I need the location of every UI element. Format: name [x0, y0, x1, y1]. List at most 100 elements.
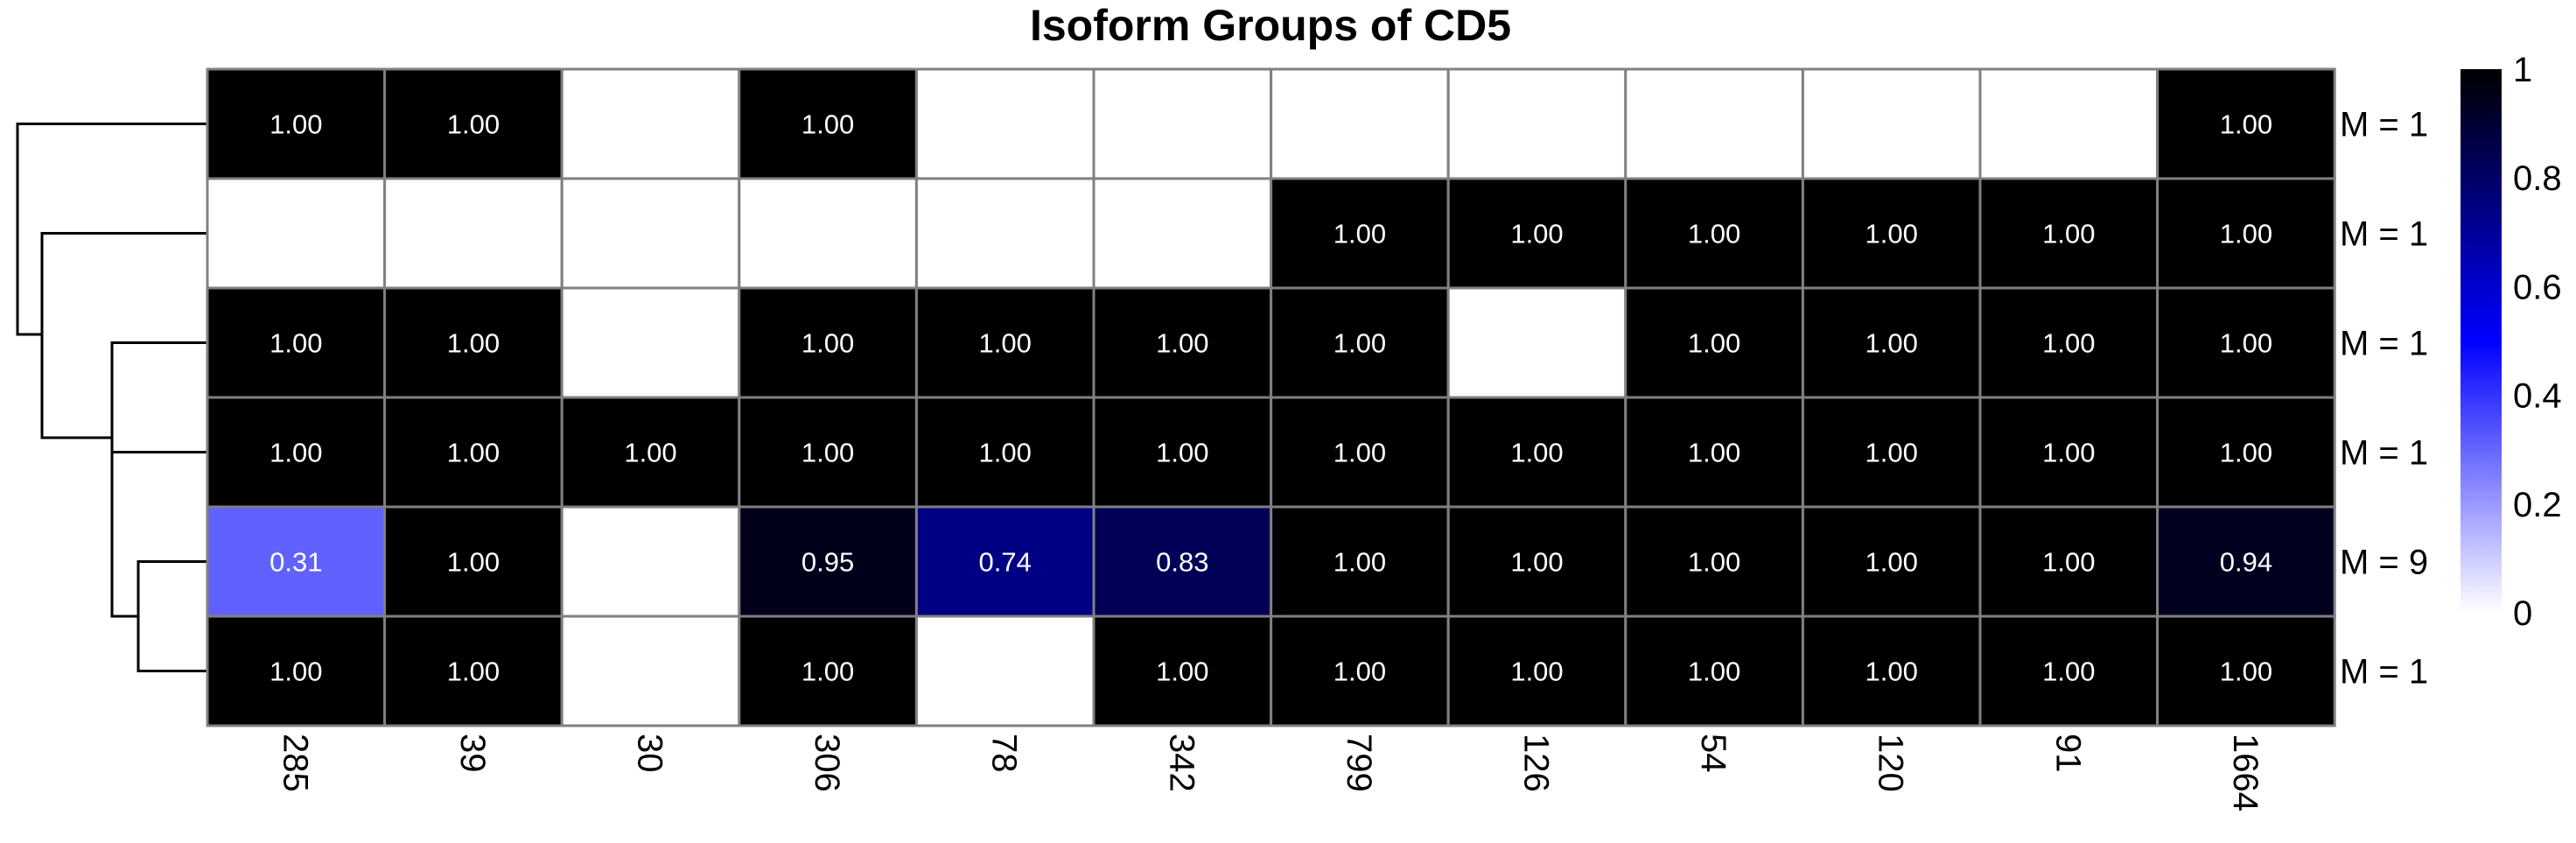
column-label: 1664 — [2226, 734, 2264, 811]
cell-value-label: 0.31 — [270, 547, 322, 578]
heatmap-cell — [206, 286, 387, 399]
row-labels: M = 1 M = 1 M = 1 M = 1 M = 9 M = 1 — [2340, 106, 2428, 692]
heatmap-cell — [560, 615, 741, 727]
cell-value-label: 1.00 — [270, 328, 322, 359]
heatmap-cell — [2156, 67, 2336, 180]
heatmap-cell — [1624, 396, 1804, 509]
cell-value-label: 1.00 — [802, 657, 854, 687]
row-label: M = 1 — [2340, 434, 2428, 473]
heatmap-cell — [1092, 505, 1273, 618]
cell-value-label: 1.00 — [979, 438, 1032, 468]
heatmap-cell — [383, 67, 564, 180]
heatmap-cell — [560, 505, 741, 618]
cell-value-label: 0.94 — [2220, 547, 2272, 578]
cell-value-label: 1.00 — [270, 109, 322, 140]
cell-value-label: 1.00 — [2042, 657, 2095, 687]
heatmap-cell — [914, 615, 1096, 727]
heatmap-cell — [1092, 615, 1273, 727]
heatmap-cell — [1092, 396, 1273, 509]
heatmap-cell — [1446, 615, 1628, 727]
heatmap-cell — [1270, 505, 1450, 618]
heatmap-cell — [1978, 396, 2160, 509]
cell-value-label: 1.00 — [270, 438, 322, 468]
heatmap-cell — [1092, 67, 1273, 180]
heatmap-cell — [1978, 67, 2160, 180]
cell-value-label: 1.00 — [979, 328, 1032, 359]
heatmap-cell — [1978, 286, 2160, 399]
cell-value-label: 1.00 — [2220, 219, 2272, 249]
cell-value-label: 1.00 — [2042, 219, 2095, 249]
cell-value-label: 1.00 — [1156, 657, 1208, 687]
heatmap-cell — [1446, 177, 1628, 290]
column-label: 78 — [985, 734, 1024, 773]
column-label: 54 — [1694, 734, 1732, 773]
cell-value-label: 1.00 — [447, 547, 500, 578]
heatmap-cell — [1978, 177, 2160, 290]
heatmap-cell — [1624, 67, 1804, 180]
heatmap-cell — [2156, 505, 2336, 618]
row-label: M = 1 — [2340, 106, 2428, 144]
cell-value-label: 1.00 — [1688, 219, 1740, 249]
heatmap-cell — [914, 286, 1096, 399]
heatmap-cell — [914, 67, 1096, 180]
cell-value-label: 1.00 — [802, 438, 854, 468]
cell-value-label: 1.00 — [1866, 547, 1918, 578]
cell-value-label: 1.00 — [1510, 657, 1563, 687]
heatmap-cell — [1092, 177, 1273, 290]
cell-value-label: 1.00 — [447, 438, 500, 468]
heatmap-cell — [1446, 286, 1628, 399]
cell-value-label: 1.00 — [1866, 438, 1918, 468]
colorbar-tick-label: 0.6 — [2513, 268, 2562, 306]
cell-value-label: 0.83 — [1156, 547, 1208, 578]
column-label: 126 — [1517, 734, 1556, 792]
cell-value-label: 1.00 — [2042, 438, 2095, 468]
cell-value-label: 1.00 — [447, 328, 500, 359]
dendrogram-branch — [136, 560, 207, 672]
cell-value-label: 1.00 — [1334, 328, 1386, 359]
heatmap-cell — [383, 505, 564, 618]
heatmap-cell — [1270, 396, 1450, 509]
cell-value-label: 0.95 — [802, 547, 854, 578]
heatmap-cell — [2156, 396, 2336, 509]
heatmap-cell — [738, 286, 918, 399]
chart-title: Isoform Groups of CD5 — [1030, 1, 1511, 50]
row-label: M = 1 — [2340, 215, 2428, 254]
cell-value-label: 1.00 — [1866, 328, 1918, 359]
heatmap-cell — [914, 177, 1096, 290]
heatmap-cell — [738, 177, 918, 290]
heatmap-cell — [2156, 615, 2336, 727]
heatmap-cell — [1801, 615, 1982, 727]
heatmap-cell — [560, 67, 741, 180]
heatmap-cell — [1270, 615, 1450, 727]
cell-value-label: 1.00 — [2042, 547, 2095, 578]
colorbar-tick-label: 1 — [2513, 51, 2532, 89]
heatmap-cell — [2156, 177, 2336, 290]
cell-value-label: 1.00 — [1688, 438, 1740, 468]
cell-value-label: 1.00 — [802, 328, 854, 359]
heatmap-cell — [1092, 286, 1273, 399]
cell-value-label: 1.00 — [1866, 657, 1918, 687]
cell-value-label: 1.00 — [1156, 328, 1208, 359]
heatmap-cell — [1801, 67, 1982, 180]
column-label: 799 — [1340, 734, 1378, 792]
cell-value-label: 0.74 — [979, 547, 1032, 578]
cell-value-label: 1.00 — [2220, 438, 2272, 468]
cell-value-label: 1.00 — [1334, 438, 1386, 468]
cell-value-label: 1.00 — [624, 438, 676, 468]
cell-value-label: 1.00 — [447, 657, 500, 687]
heatmap-cell — [738, 396, 918, 509]
column-label: 306 — [808, 734, 846, 792]
column-labels: 285 39 30 306 78 342 799 126 54 120 91 1664 — [276, 734, 2264, 811]
dendrogram-branch — [110, 341, 207, 618]
heatmap-cell — [1801, 286, 1982, 399]
heatmap-cell — [560, 177, 741, 290]
column-label: 39 — [453, 734, 492, 773]
colorbar-tick-label: 0.8 — [2513, 159, 2562, 198]
cell-value-label: 1.00 — [270, 657, 322, 687]
heatmap-cell — [560, 286, 741, 399]
row-dendrogram — [16, 123, 207, 672]
dendrogram-branch — [16, 123, 207, 336]
heatmap-cell — [206, 505, 387, 618]
cell-value-label: 1.00 — [447, 109, 500, 140]
